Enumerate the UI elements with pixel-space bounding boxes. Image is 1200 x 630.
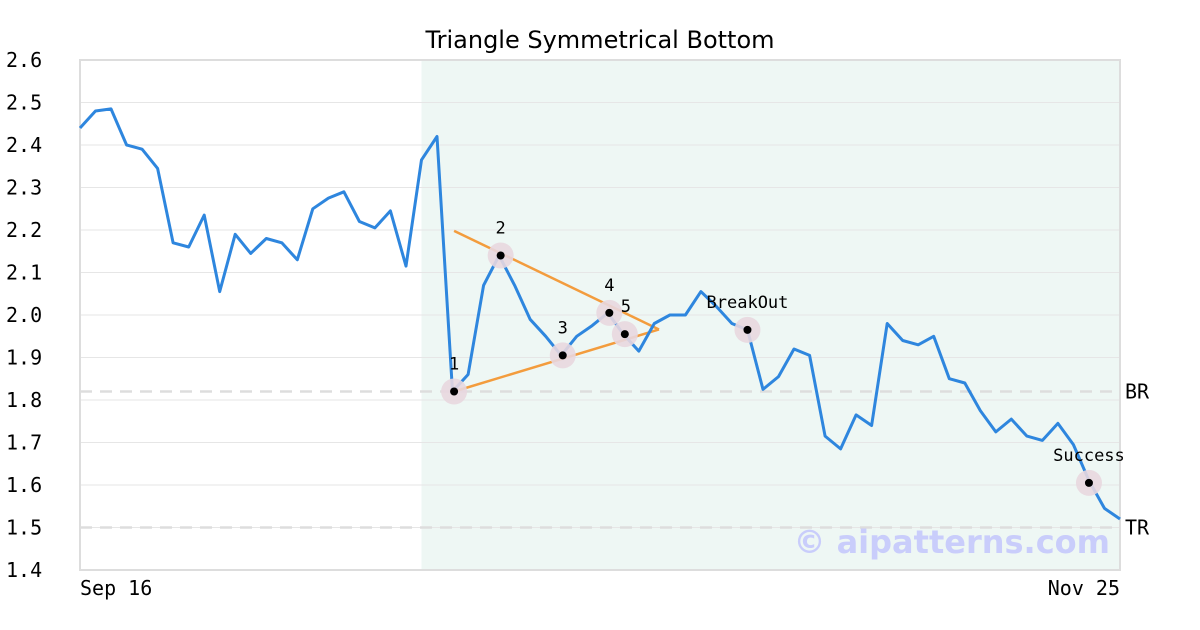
y-tick-label: 2.2 [6,218,42,242]
y-tick-label: 1.8 [6,388,42,412]
y-tick-label: 1.5 [6,516,42,540]
x-tick-label: Nov 25 [1048,576,1120,600]
point-label: 1 [449,355,459,375]
x-tick-label: Sep 16 [80,576,152,600]
point-marker [558,351,567,360]
y-tick-label: 2.6 [6,48,42,72]
point-label: 5 [621,297,631,317]
point-marker [496,251,505,260]
pattern-points: 1 2 3 45 BreakOut Success [441,219,1125,496]
y-tick-label: 1.7 [6,431,42,455]
y-tick-label: 1.6 [6,473,42,497]
chart-title: Triangle Symmetrical Bottom [424,26,774,54]
point-label: 2 [496,219,506,239]
y-axis-ticks: 1.4 1.5 1.6 1.7 1.8 1.9 2.0 2.1 2.2 2.3 2.4 2.5 2.6 [6,48,42,582]
watermark: © aipatterns.com [793,523,1110,561]
point-label: 3 [558,318,568,338]
y-tick-label: 2.5 [6,91,42,115]
y-tick-label: 2.1 [6,261,42,285]
triangle-line [453,229,660,331]
y-tick-label: 1.9 [6,346,42,370]
point-marker [620,330,629,339]
level-label: TR [1125,516,1150,540]
y-tick-label: 1.4 [6,558,42,582]
point-label: BreakOut [707,293,789,313]
level-lines: BR TR [80,380,1150,540]
point-label: 4 [604,276,614,296]
point-marker [450,387,459,396]
point-label: Success [1053,446,1125,466]
y-tick-label: 2.4 [6,133,42,157]
point-marker [1084,478,1093,487]
y-tick-label: 2.3 [6,176,42,200]
point-marker [605,308,614,317]
y-tick-label: 2.0 [6,303,42,327]
x-axis-ticks: Sep 16 Nov 25 [80,576,1120,600]
plot-frame [79,59,1121,571]
level-label: BR [1125,380,1150,404]
point-marker [743,325,752,334]
